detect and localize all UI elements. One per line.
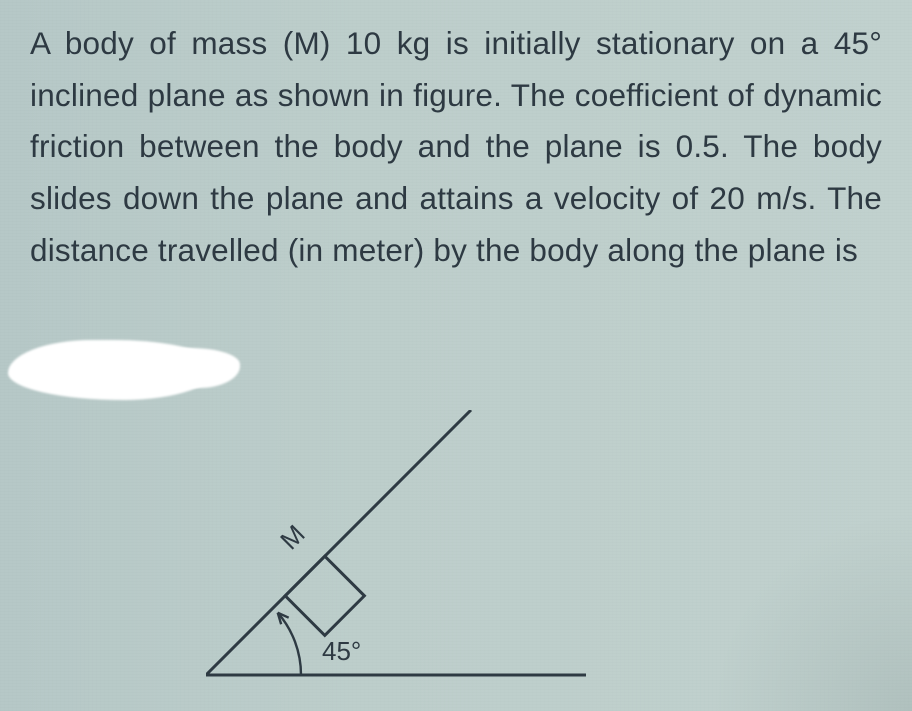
dynamic-geometry	[206, 410, 586, 675]
angle-label: 45°	[322, 636, 361, 667]
inclined-plane-svg	[206, 410, 606, 700]
problem-statement: A body of mass (M) 10 kg is initially st…	[30, 18, 882, 276]
redaction-blob	[150, 348, 240, 388]
jpeg-compression-artifact	[712, 511, 912, 711]
page: A body of mass (M) 10 kg is initially st…	[0, 0, 912, 711]
inclined-plane-diagram: 45° M	[206, 410, 606, 700]
